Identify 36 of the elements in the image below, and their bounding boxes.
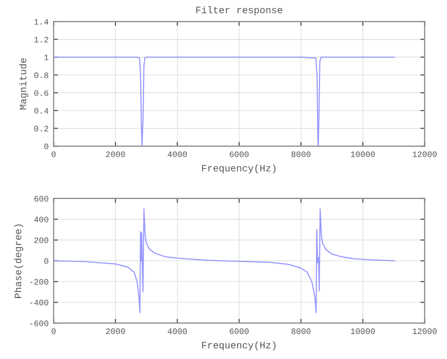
y-tick-label: -200: [30, 279, 48, 285]
x-tick-label: 4000: [168, 151, 187, 158]
x-axis-title: Frequency(Hz): [202, 164, 276, 174]
y-tick-label: 200: [34, 237, 48, 244]
x-tick-label: 12000: [412, 328, 437, 334]
x-tick-label: 10000: [350, 151, 375, 158]
y-axis-title: Magnitude: [19, 58, 28, 110]
line-series: [54, 56, 396, 146]
x-tick-label: 2000: [106, 328, 125, 334]
y-tick-label: 400: [34, 216, 48, 222]
x-tick-label: 8000: [292, 328, 310, 334]
x-tick-label: 10000: [350, 328, 375, 334]
x-axis-title: Frequency(Hz): [202, 341, 276, 350]
x-tick-label: 4000: [168, 328, 187, 334]
y-tick-label: 600: [34, 196, 48, 202]
x-tick-label: 8000: [292, 151, 310, 158]
x-tick-label: 0: [52, 151, 56, 158]
y-tick-label: -400: [30, 300, 48, 306]
y-tick-label: 0.2: [34, 126, 48, 132]
y-tick-label: 1.2: [34, 36, 48, 42]
y-tick-label: 0: [44, 144, 48, 150]
x-tick-label: 0: [52, 328, 56, 334]
y-axis-title: Phase(degree): [14, 224, 24, 298]
chart-title: Filter response: [196, 6, 282, 16]
x-tick-label: 6000: [230, 151, 249, 158]
y-tick-label: 0.6: [34, 90, 48, 96]
y-tick-label: 0.4: [34, 108, 48, 114]
x-tick-label: 6000: [230, 328, 249, 334]
y-tick-label: 0: [44, 258, 48, 264]
y-tick-label: 0.8: [34, 72, 48, 78]
x-tick-label: 2000: [106, 151, 125, 158]
y-tick-label: 1.4: [34, 19, 48, 25]
x-tick-label: 12000: [412, 151, 437, 158]
line-series: [54, 208, 396, 314]
y-tick-label: -600: [30, 320, 48, 326]
y-tick-label: 1: [44, 54, 48, 60]
